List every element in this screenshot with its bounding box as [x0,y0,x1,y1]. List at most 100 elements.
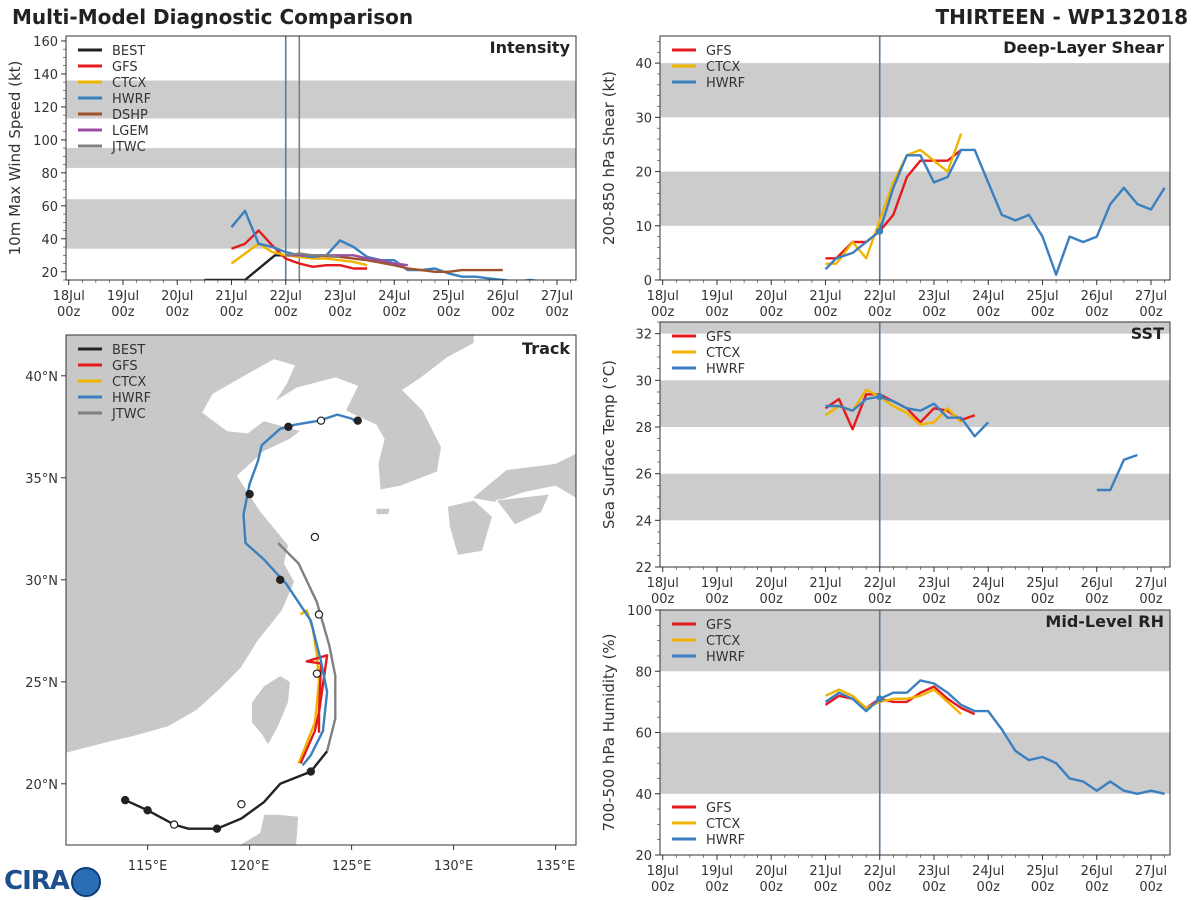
track-panel: 115°E 120°E 125°E 130°E 135°E 20°N 25°N 30°N 35°… [25,334,577,874]
track-position-marker [284,422,293,431]
cira-logo: CIRA [4,866,101,897]
sst-ytick-label-5: 32 [635,328,652,343]
track-series-ctcx [297,609,321,764]
sst-xtick-day-0: 18Jul [647,576,679,591]
intensity-shade-band-1 [66,148,576,168]
intensity-xtick-hour-0: 00z [57,305,81,320]
rh-legend-label-gfs: GFS [706,618,732,633]
rh-title: Mid-Level RH [1045,612,1164,631]
rh-plot-area [660,610,1170,855]
sst-xtick-day-3: 21Jul [809,576,841,591]
intensity-panel: 2040608010012014016018Jul00z19Jul00z20Ju… [6,35,577,320]
intensity-series-best-0 [204,254,286,280]
land-hainan [238,814,300,845]
shear-xtick-hour-8: 00z [1085,305,1109,320]
rh-ytick-label-4: 100 [627,604,652,619]
storm-id: THIRTEEN - WP132018 [935,5,1188,29]
land-okinawa [404,644,420,660]
sst-xtick-hour-2: 00z [760,592,784,607]
sst-series-hwrf-2 [825,395,990,438]
intensity-series-dshp-4 [285,254,503,273]
track-frame [65,334,577,846]
sst-ytick-label-2: 26 [635,468,652,483]
intensity-xtick-hour-1: 00z [111,305,135,320]
intensity-shade-band-2 [66,80,576,119]
shear-frame [659,35,1171,281]
intensity-series-ctcx-2 [230,242,368,267]
sst-ytick-label-1: 24 [635,514,652,529]
intensity-ytick-label-2: 60 [41,200,58,215]
shear-xtick-hour-2: 00z [760,305,784,320]
sst-xtick-day-1: 19Jul [701,576,733,591]
sst-xtick-day-5: 23Jul [918,576,950,591]
track-position-marker [310,532,320,542]
shear-xtick-day-9: 27Jul [1135,289,1167,304]
rh-xtick-hour-8: 00z [1085,880,1109,895]
intensity-xtick-hour-6: 00z [383,305,407,320]
intensity-frame [65,35,577,281]
track-lat-label-1: 25°N [25,676,58,691]
rh-xtick-day-8: 26Jul [1081,864,1113,879]
shear-xtick-hour-0: 00z [651,305,675,320]
sst-legend-label-ctcx: CTCX [706,346,740,361]
sst-panel: 22242628303218Jul00z19Jul00z20Jul00z21Ju… [600,321,1171,607]
sst-shade-band-2 [660,322,1170,334]
intensity-ytick-label-5: 120 [33,101,58,116]
rh-xtick-hour-7: 00z [1031,880,1055,895]
rh-xtick-day-7: 25Jul [1026,864,1058,879]
sst-frame [659,321,1171,568]
shear-legend-label-gfs: GFS [706,44,732,59]
rh-series-ctcx-1 [824,688,962,715]
track-position-marker [212,824,222,833]
track-series-best [124,750,329,830]
track-position-marker [143,806,152,815]
shear-xtick-hour-9: 00z [1139,305,1163,320]
sst-series-hwrf-3 [1096,453,1138,492]
sst-legend-label-gfs: GFS [706,330,732,345]
intensity-xtick-hour-5: 00z [328,305,352,320]
intensity-ytick-label-0: 20 [41,266,58,281]
track-lat-label-4: 40°N [25,370,58,385]
shear-series-hwrf-2 [824,148,1166,276]
track-position-marker [316,416,326,425]
rh-xtick-hour-4: 00z [868,880,892,895]
rh-ylabel: 700-500 hPa Humidity (%) [600,633,618,831]
track-series-jtwc [277,542,337,752]
intensity-series-jtwc-6 [285,252,341,259]
intensity-legend-label-lgem: LGEM [112,124,149,139]
intensity-legend-label-dshp: DSHP [112,108,148,123]
intensity-xtick-day-9: 27Jul [541,289,573,304]
shear-xtick-hour-6: 00z [977,305,1001,320]
sst-ytick-label-3: 28 [635,421,652,436]
rh-xtick-hour-3: 00z [814,880,838,895]
shear-xtick-day-2: 20Jul [755,289,787,304]
shear-xtick-hour-3: 00z [814,305,838,320]
intensity-xtick-day-3: 21Jul [215,289,247,304]
cira-globe-icon [70,866,101,897]
rh-xtick-day-5: 23Jul [918,864,950,879]
track-legend-label-ctcx: CTCX [112,375,146,390]
rh-legend2-label-ctcx: CTCX [706,817,740,832]
sst-plot-area [660,322,1170,567]
rh-xtick-hour-1: 00z [705,880,729,895]
rh-xtick-hour-6: 00z [977,880,1001,895]
sst-xtick-day-6: 24Jul [972,576,1004,591]
land-jeju [375,507,391,515]
intensity-legend-label-hwrf: HWRF [112,92,151,107]
shear-ytick-label-1: 10 [635,220,652,235]
track-position-marker [237,800,246,809]
rh-xtick-day-0: 18Jul [647,864,679,879]
rh-xtick-day-1: 19Jul [701,864,733,879]
sst-xtick-hour-8: 00z [1085,592,1109,607]
shear-ytick-label-0: 0 [644,274,652,289]
rh-xtick-hour-5: 00z [922,880,946,895]
track-lat-label-3: 35°N [25,472,58,487]
shear-ytick-label-3: 30 [635,111,652,126]
rh-xtick-day-3: 21Jul [809,864,841,879]
track-lon-label-4: 135°E [536,859,576,874]
shear-ytick-label-4: 40 [635,57,652,72]
intensity-plot-area [66,36,576,280]
sst-shade-band-0 [660,473,1170,521]
intensity-xtick-hour-8: 00z [491,305,515,320]
